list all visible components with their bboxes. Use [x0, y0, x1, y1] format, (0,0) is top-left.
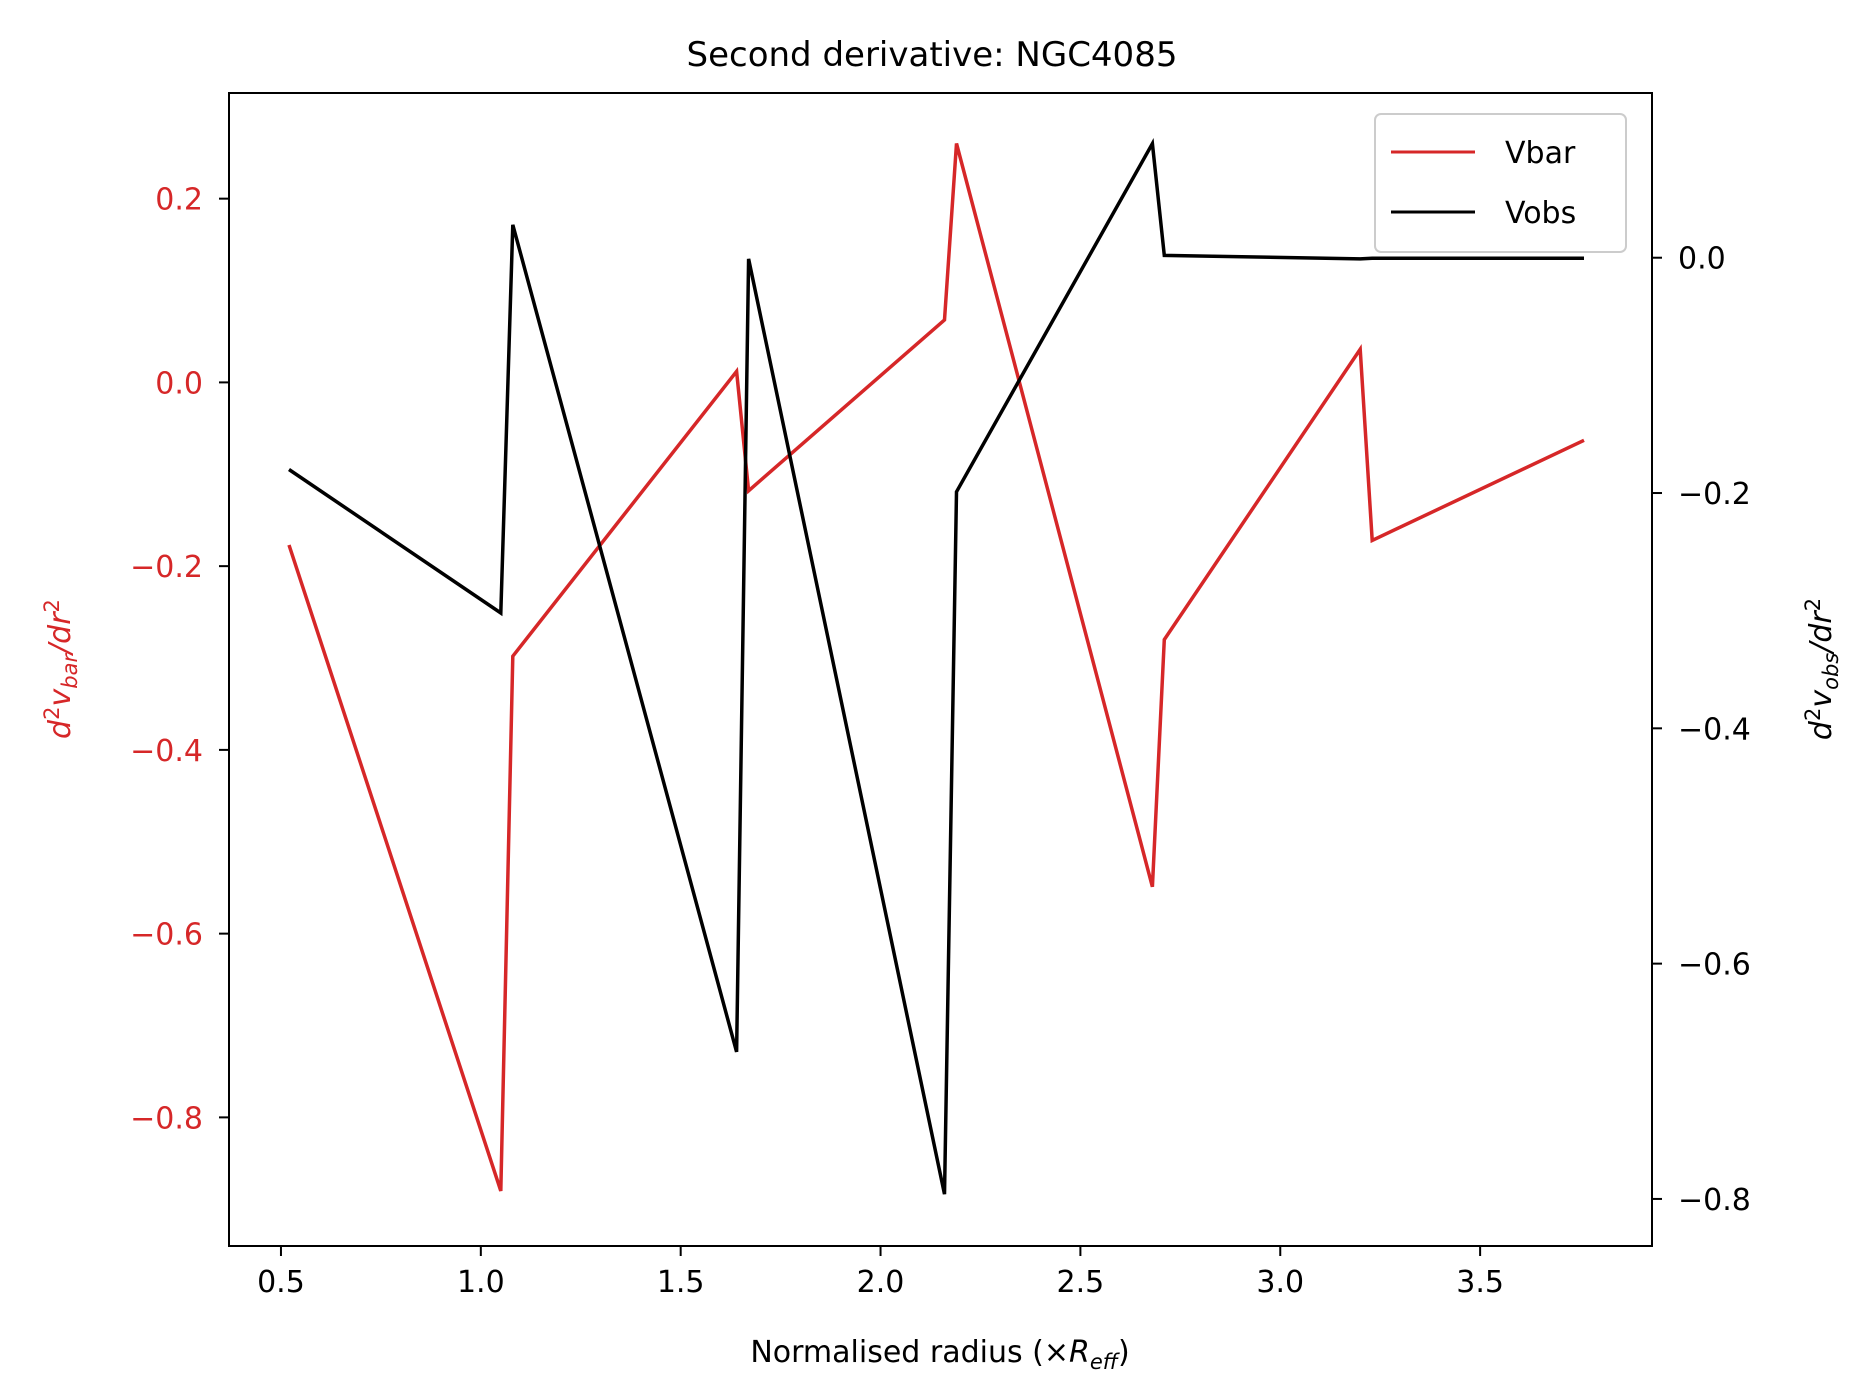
x-tick-label: 3.5 — [1456, 1265, 1504, 1300]
x-tick-label: 1.0 — [457, 1265, 505, 1300]
left-y-tick-label: −0.2 — [130, 550, 203, 585]
x-tick-label: 2.5 — [1057, 1265, 1105, 1300]
axes-frame — [228, 92, 1653, 1247]
legend-label-vbar: Vbar — [1505, 136, 1576, 171]
right-y-axis: 0.0 −0.2 −0.4 −0.6 −0.8 — [1652, 242, 1751, 1218]
legend-label-vobs: Vobs — [1505, 196, 1576, 231]
series-line-vobs — [288, 137, 1584, 1195]
right-y-axis-label: d2vobs/dr2 — [1801, 598, 1843, 740]
x-tick-label: 2.0 — [857, 1265, 905, 1300]
right-y-tick-label: 0.0 — [1678, 242, 1726, 277]
x-axis: 0.5 1.0 1.5 2.0 2.5 3.0 3.5 — [257, 1246, 1504, 1300]
x-tick-label: 3.0 — [1256, 1265, 1304, 1300]
left-y-tick-label: 0.2 — [155, 183, 203, 218]
left-y-tick-label: −0.8 — [130, 1101, 203, 1136]
left-y-tick-label: 0.0 — [155, 366, 203, 401]
x-tick-label: 1.5 — [657, 1265, 705, 1300]
left-y-tick-label: −0.6 — [130, 918, 203, 953]
legend: Vbar Vobs — [1374, 113, 1627, 253]
left-y-axis-label: d2vbar/dr2 — [40, 599, 82, 739]
legend-box — [1374, 113, 1627, 253]
right-y-tick-label: −0.8 — [1678, 1183, 1751, 1218]
x-tick-label: 0.5 — [257, 1265, 305, 1300]
right-y-tick-label: −0.4 — [1678, 712, 1751, 747]
left-y-tick-label: −0.4 — [130, 734, 203, 769]
left-y-axis: 0.2 0.0 −0.2 −0.4 −0.6 −0.8 — [130, 183, 229, 1136]
right-y-tick-label: −0.6 — [1678, 948, 1751, 983]
chart-title: Second derivative: NGC4085 — [687, 35, 1178, 75]
x-axis-label: Normalised radius (×Reff) — [750, 1335, 1129, 1374]
plot-area — [287, 137, 1585, 1195]
series-line-vbar — [287, 143, 1585, 1192]
right-y-tick-label: −0.2 — [1678, 477, 1751, 512]
